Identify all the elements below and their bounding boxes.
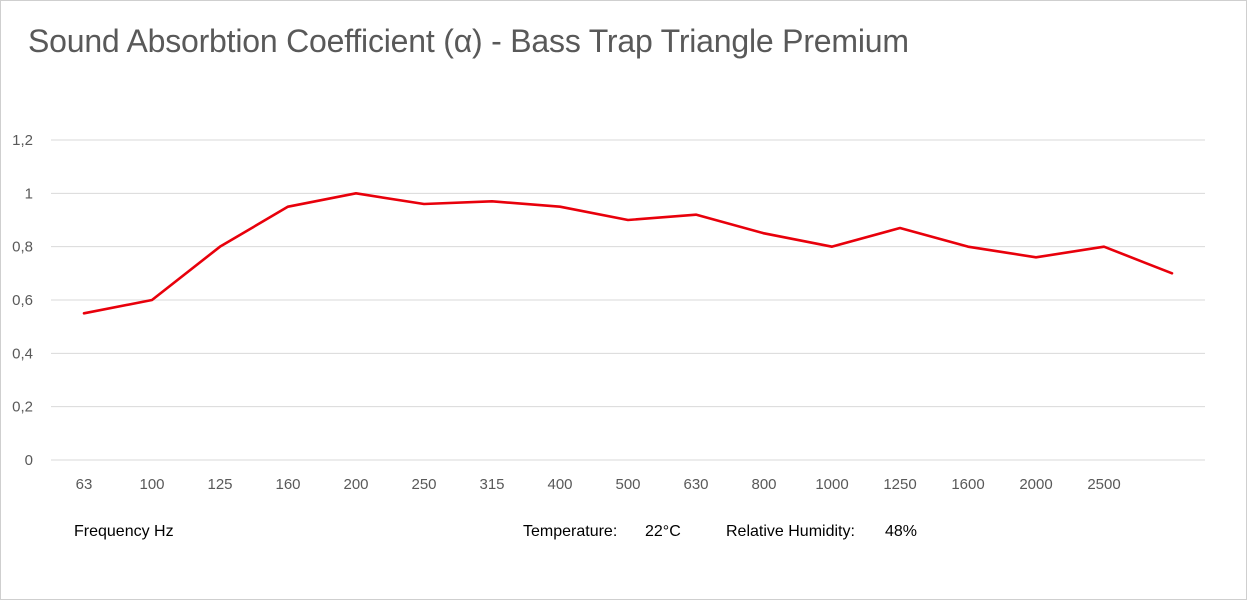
x-tick-label: 630 <box>683 476 708 493</box>
y-tick-label: 0,6 <box>12 292 33 309</box>
y-tick-label: 1 <box>25 185 33 202</box>
x-tick-label: 1250 <box>883 476 916 493</box>
x-tick-label: 2500 <box>1087 476 1120 493</box>
x-axis-label: Frequency Hz <box>74 523 174 540</box>
y-tick-label: 0,8 <box>12 239 33 256</box>
chart-title: Sound Absorbtion Coefficient (α) - Bass … <box>28 23 909 59</box>
x-tick-label: 160 <box>275 476 300 493</box>
x-tick-label: 500 <box>615 476 640 493</box>
x-tick-label: 1000 <box>815 476 848 493</box>
y-tick-label: 0,4 <box>12 345 33 362</box>
x-tick-label: 1600 <box>951 476 984 493</box>
x-tick-label: 125 <box>207 476 232 493</box>
series-line <box>82 192 1174 315</box>
x-tick-label: 200 <box>343 476 368 493</box>
x-tick-label: 800 <box>751 476 776 493</box>
x-tick-label: 400 <box>547 476 572 493</box>
x-tick-label: 2000 <box>1019 476 1052 493</box>
temperature-value: 22°C <box>645 523 681 540</box>
humidity-label: Relative Humidity: <box>726 523 855 540</box>
temperature-label: Temperature: <box>523 523 618 540</box>
x-tick-label: 250 <box>411 476 436 493</box>
y-tick-label: 0,2 <box>12 399 33 416</box>
humidity-value: 48% <box>885 523 918 540</box>
x-tick-label: 315 <box>479 476 504 493</box>
y-tick-label: 1,2 <box>12 132 33 149</box>
x-tick-label: 100 <box>139 476 164 493</box>
y-tick-label: 0 <box>25 452 33 469</box>
x-tick-label: 63 <box>76 476 93 493</box>
